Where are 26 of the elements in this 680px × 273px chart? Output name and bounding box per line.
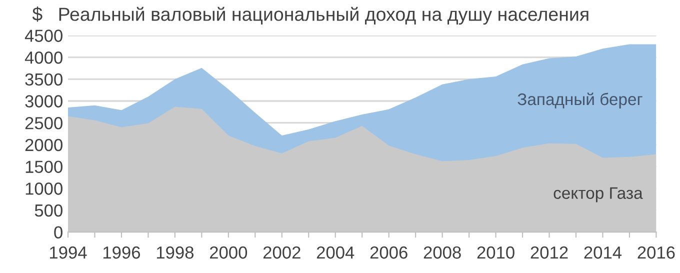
series-label: сектор Газа — [554, 187, 643, 202]
y-tick-label: 3000 — [25, 95, 62, 108]
x-tick-label: 2000 — [210, 246, 248, 259]
chart-title: Реальный валовый национальный доход на душу населения — [59, 6, 588, 25]
x-tick-label: 2002 — [263, 246, 300, 259]
y-tick-label: 3500 — [25, 73, 62, 86]
y-tick-label: 1500 — [26, 160, 62, 173]
y-tick-label: 2500 — [25, 117, 62, 130]
series-label: Западный берег — [518, 92, 642, 108]
x-tick-label: 1998 — [156, 246, 194, 259]
y-tick-label: 4000 — [24, 52, 62, 64]
y-tick-label: 1000 — [26, 182, 62, 195]
x-tick-label: 2016 — [638, 246, 675, 259]
y-tick-label: 4500 — [24, 30, 62, 42]
y-tick-label: 2000 — [25, 138, 62, 152]
y-tick-label: 500 — [34, 204, 62, 217]
x-tick-label: 1994 — [50, 246, 87, 259]
y-tick-label: 0 — [54, 226, 62, 239]
x-tick-label: 2004 — [316, 246, 354, 259]
x-tick-label: 2006 — [370, 246, 408, 259]
x-tick-label: 2008 — [424, 246, 461, 259]
x-tick-label: 2010 — [477, 246, 514, 259]
x-tick-label: 2012 — [530, 246, 568, 259]
y-axis-title: $ — [32, 6, 42, 22]
x-tick-label: 2014 — [584, 246, 622, 259]
x-tick-label: 1996 — [103, 246, 140, 259]
